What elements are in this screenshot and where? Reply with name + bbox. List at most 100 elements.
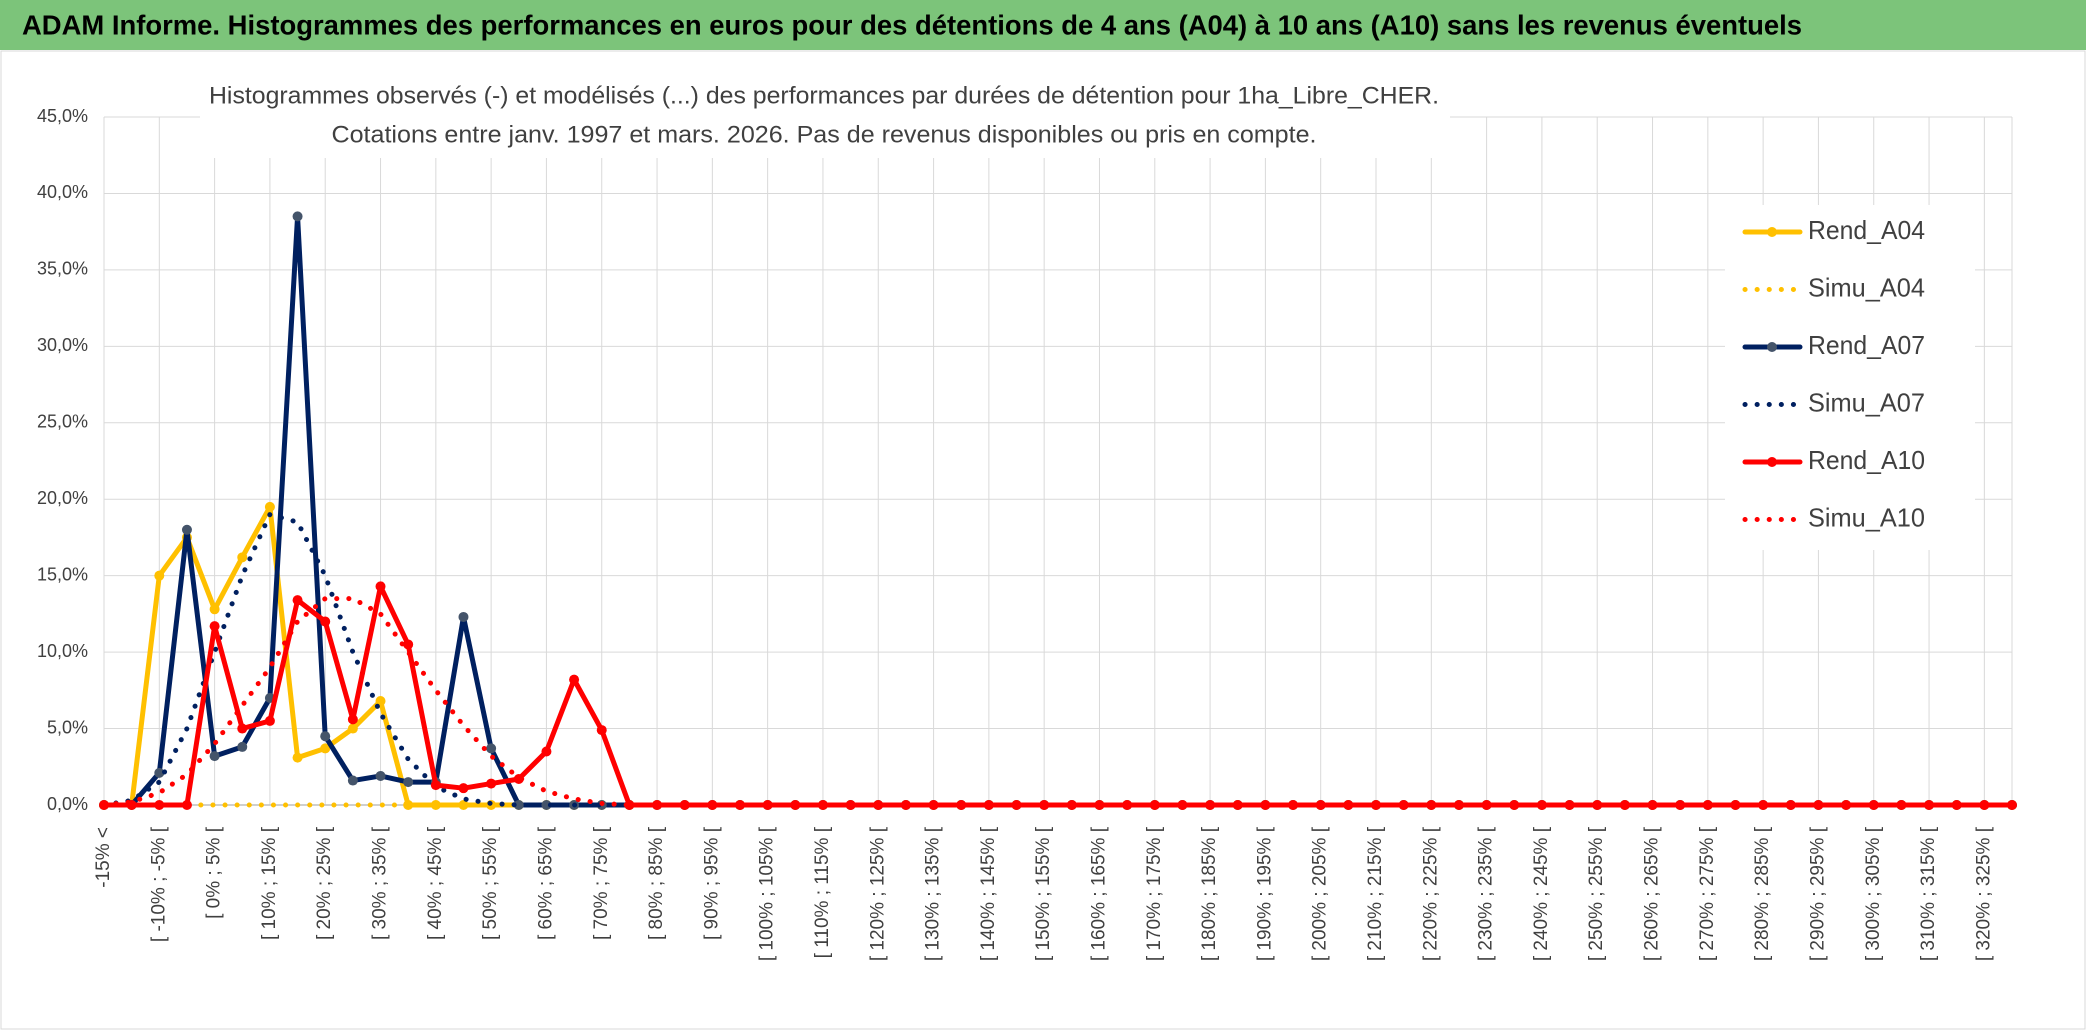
x-tick-label: [ 240% ; 245% [ (1531, 826, 1552, 961)
x-tick-label: [ 100% ; 105% [ (757, 826, 778, 961)
x-tick-label: [ 260% ; 265% [ (1642, 826, 1663, 961)
x-tick-label: [ 30% ; 35% [ (370, 826, 391, 940)
data-point (154, 767, 165, 778)
data-point (154, 800, 165, 810)
data-point (1785, 800, 1796, 810)
data-point (347, 714, 358, 725)
x-tick-label: [ 180% ; 185% [ (1199, 826, 1220, 961)
data-point (928, 800, 939, 810)
chart-title: Histogrammes observés (-) et modélisés (… (209, 82, 1439, 109)
x-tick-label: [ 10% ; 15% [ (259, 826, 280, 940)
y-tick-label: 30,0% (37, 335, 88, 355)
data-point (430, 780, 441, 791)
data-point (237, 723, 248, 734)
x-tick-label: [ 150% ; 155% [ (1033, 826, 1054, 961)
legend-label: Rend_A10 (1808, 445, 1925, 475)
data-point (347, 775, 358, 786)
x-tick-label: [ 20% ; 25% [ (314, 826, 335, 940)
x-tick-label: [ 50% ; 55% [ (480, 826, 501, 940)
data-point (403, 639, 414, 650)
data-point (1398, 800, 1409, 810)
data-point (817, 800, 828, 810)
data-point (1536, 800, 1547, 810)
legend-marker (1767, 227, 1777, 237)
data-point (1426, 800, 1437, 810)
plot: 0,0% 5,0% 10,0% 15,0% 20,0% 25,0% 30,0% 35,0% 40… (37, 106, 2017, 961)
y-tick-label: 5,0% (47, 717, 88, 737)
x-tick-label: [ 60% ; 65% [ (535, 826, 556, 940)
data-point (264, 501, 275, 512)
data-point (209, 621, 220, 632)
x-tick-label: [ 270% ; 275% [ (1697, 826, 1718, 961)
y-tick-label: 15,0% (37, 564, 88, 584)
y-tick-label: 10,0% (37, 641, 88, 661)
x-tick-label: [ 140% ; 145% [ (978, 826, 999, 961)
x-tick-label: [ 170% ; 175% [ (1144, 826, 1165, 961)
data-point (375, 770, 386, 781)
x-tick-label: [ 250% ; 255% [ (1586, 826, 1607, 961)
data-point (1205, 800, 1216, 810)
series-line (101, 596, 2015, 808)
data-point (375, 581, 386, 592)
header-bar (0, 0, 2086, 50)
data-point (1315, 800, 1326, 810)
y-tick-label: 40,0% (37, 182, 88, 202)
y-tick-label: 45,0% (37, 106, 88, 126)
data-point (2007, 800, 2017, 810)
data-point (320, 616, 331, 627)
frame (0, 50, 2086, 1030)
x-tick-label: [ 230% ; 235% [ (1476, 826, 1497, 961)
data-point (209, 751, 220, 762)
data-point (458, 611, 469, 622)
data-point (1924, 800, 1935, 810)
data-point (292, 211, 303, 222)
legend-label: Simu_A07 (1808, 387, 1925, 417)
x-tick-label: [ 220% ; 225% [ (1420, 826, 1441, 961)
data-point (237, 741, 248, 752)
data-point (237, 552, 248, 563)
data-point (513, 800, 524, 810)
series-line (101, 583, 2015, 808)
data-point (292, 595, 303, 606)
data-point (458, 783, 469, 794)
data-point (845, 800, 856, 810)
data-point (347, 723, 358, 734)
data-point (320, 743, 331, 754)
data-point (1813, 800, 1824, 810)
data-point (154, 570, 165, 581)
data-point (569, 674, 580, 685)
data-point (486, 743, 497, 754)
legend-backdrop (1725, 205, 1975, 550)
x-tick-label: [ 80% ; 85% [ (646, 826, 667, 940)
y-tick-label: 20,0% (37, 488, 88, 508)
data-point (320, 731, 331, 742)
data-point (1039, 800, 1050, 810)
data-point (430, 800, 441, 810)
x-tick-label: [ -10% ; -5% [ (148, 826, 169, 942)
data-point (486, 778, 497, 789)
data-point (762, 800, 773, 810)
x-tick-label: [ 70% ; 75% [ (591, 826, 612, 940)
data-point (403, 777, 414, 788)
legend-label: Rend_A04 (1808, 215, 1925, 245)
data-point (181, 524, 192, 535)
x-tick-label: -15% < (93, 827, 114, 888)
x-tick-label: [ 310% ; 315% [ (1918, 826, 1939, 961)
legend-label: Simu_A04 (1808, 272, 1925, 302)
data-point (1149, 800, 1160, 810)
legend-label: Simu_A10 (1808, 502, 1925, 532)
data-point (1122, 800, 1133, 810)
x-tick-label: [ 200% ; 205% [ (1310, 826, 1331, 961)
data-point (735, 800, 745, 810)
data-point (1730, 800, 1741, 810)
x-tick-label: [ 0% ; 5% [ (204, 826, 225, 919)
x-tick-label: [ 110% ; 115% [ (812, 826, 833, 958)
x-tick-label: [ 300% ; 305% [ (1863, 826, 1884, 961)
data-point (956, 800, 967, 810)
x-tick-label: [ 130% ; 135% [ (923, 826, 944, 961)
data-point (596, 725, 607, 736)
y-tick-label: 25,0% (37, 412, 88, 432)
data-point (1896, 800, 1907, 810)
title-backdrop (200, 78, 1450, 158)
